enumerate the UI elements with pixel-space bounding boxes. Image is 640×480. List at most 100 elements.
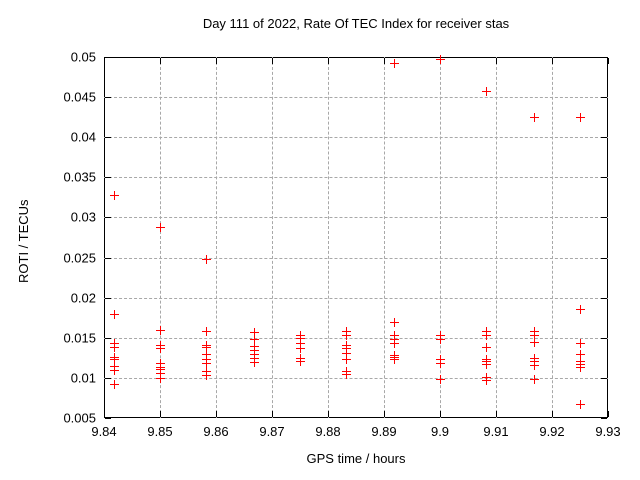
y-gridline [104, 257, 608, 259]
y-axis-label: ROTI / TECUs [16, 199, 31, 283]
data-point-marker [202, 359, 212, 369]
y-tick-label: 0.01 [70, 370, 96, 386]
data-point-marker [109, 355, 119, 365]
x-tick-top [216, 58, 217, 64]
data-point-marker [529, 337, 539, 347]
x-tick-bottom [160, 411, 161, 417]
data-point-marker [249, 357, 259, 367]
x-gridline [160, 57, 161, 418]
data-point-marker [576, 363, 585, 373]
x-tick-bottom [552, 411, 553, 417]
data-point-marker [576, 349, 585, 359]
data-point-marker [576, 399, 585, 409]
x-tick-top [104, 58, 105, 64]
x-tick-bottom [608, 411, 609, 417]
data-point-marker [576, 113, 585, 123]
y-tick-right [601, 297, 607, 299]
data-point-marker [342, 331, 352, 341]
y-gridline [104, 217, 608, 219]
data-point-marker [389, 339, 399, 349]
y-tick-left [105, 377, 111, 379]
x-gridline [496, 57, 497, 418]
x-gridline [328, 57, 329, 418]
data-point-marker [296, 357, 305, 367]
x-tick-label: 9.84 [91, 424, 117, 439]
y-tick-left [105, 137, 111, 139]
x-tick-label: 9.91 [483, 424, 509, 439]
data-point-marker [202, 343, 212, 353]
y-tick-left [105, 177, 111, 179]
plot-area [104, 57, 608, 418]
y-tick-left [105, 297, 111, 299]
data-point-marker [436, 55, 445, 65]
x-tick-top [608, 58, 609, 64]
data-point-marker [482, 86, 492, 96]
data-point-marker [202, 349, 212, 359]
y-gridline [104, 137, 608, 139]
data-point-marker [529, 330, 539, 340]
x-tick-label: 9.93 [595, 424, 621, 439]
y-tick-label: 0.045 [63, 89, 96, 105]
y-tick-label: 0.025 [63, 250, 96, 266]
x-tick-label: 9.86 [203, 424, 229, 439]
y-tick-left [105, 257, 111, 259]
data-point-marker [389, 58, 399, 68]
x-tick-bottom [216, 411, 217, 417]
y-gridline [104, 377, 608, 379]
y-tick-left [105, 337, 111, 339]
data-point-marker [156, 344, 165, 354]
y-tick-right [601, 217, 607, 219]
y-tick-left [105, 57, 111, 58]
y-tick-right [601, 97, 607, 99]
data-point-marker [342, 349, 352, 359]
x-gridline [272, 57, 273, 418]
data-point-marker [202, 370, 212, 380]
x-axis-label: GPS time / hours [306, 451, 406, 466]
x-gridline [384, 57, 385, 418]
data-point-marker [576, 304, 585, 314]
y-tick-label: 0.035 [63, 169, 96, 185]
x-tick-bottom [384, 411, 385, 417]
data-point-marker [529, 361, 539, 371]
data-point-marker [156, 369, 165, 379]
x-gridline [440, 57, 441, 418]
data-point-marker [436, 335, 445, 345]
data-point-marker [389, 355, 399, 365]
data-point-marker [342, 344, 352, 354]
x-tick-label: 9.85 [147, 424, 173, 439]
x-tick-label: 9.88 [315, 424, 341, 439]
data-point-marker [529, 113, 539, 123]
data-point-marker [202, 327, 212, 337]
data-point-marker [529, 375, 539, 385]
x-tick-label: 9.92 [539, 424, 565, 439]
x-tick-top [552, 58, 553, 64]
x-tick-bottom [328, 411, 329, 417]
x-tick-top [272, 58, 273, 64]
data-point-marker [436, 358, 445, 368]
x-gridline [552, 57, 553, 418]
x-tick-label: 9.87 [259, 424, 285, 439]
y-tick-left [105, 97, 111, 99]
data-point-marker [482, 376, 492, 386]
data-point-marker [296, 333, 305, 343]
y-tick-right [601, 337, 607, 339]
data-point-marker [482, 360, 492, 370]
data-point-marker [342, 369, 352, 379]
data-point-marker [389, 317, 399, 327]
data-point-marker [109, 379, 119, 389]
data-point-marker [156, 223, 165, 233]
data-point-marker [156, 373, 165, 383]
y-gridline [104, 97, 608, 99]
data-point-marker [109, 343, 119, 353]
y-tick-right [601, 177, 607, 179]
y-tick-label: 0.04 [70, 129, 96, 145]
data-point-marker [389, 334, 399, 344]
x-gridline [216, 57, 217, 418]
data-point-marker [576, 339, 585, 349]
x-tick-top [496, 58, 497, 64]
data-point-marker [156, 325, 165, 335]
y-tick-label: 0.05 [70, 49, 96, 65]
y-tick-label: 0.03 [70, 209, 96, 225]
data-point-marker [342, 354, 352, 364]
